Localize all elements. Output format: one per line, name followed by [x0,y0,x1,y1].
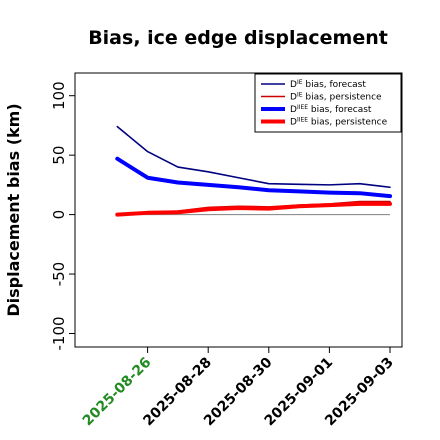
chart-title: Bias, ice edge displacement [88,27,388,49]
y-axis: -100 -50 0 50 100 [50,81,75,351]
y-tick-label: 100 [50,81,68,110]
y-tick-label: 50 [50,146,68,165]
legend-label-4: DIIEE bias, persistence [290,117,388,128]
series-line-3 [115,156,392,199]
x-axis: 2025-08-262025-08-282025-08-302025-09-01… [80,347,397,429]
series-layer [115,125,392,217]
series-line-1 [116,125,391,189]
series-line-4 [115,201,392,217]
y-axis-label: Displacement bias (km) [4,103,23,316]
y-tick-label: 0 [50,210,68,220]
y-tick-label: -50 [50,262,68,287]
plot-area [74,72,403,348]
y-tick-label: -100 [50,316,68,350]
legend-label-1: DIE bias, forecast [290,79,366,90]
legend-label-3: DIIEE bias, forecast [290,104,372,115]
legend-label-2: DIE bias, persistence [290,92,382,103]
